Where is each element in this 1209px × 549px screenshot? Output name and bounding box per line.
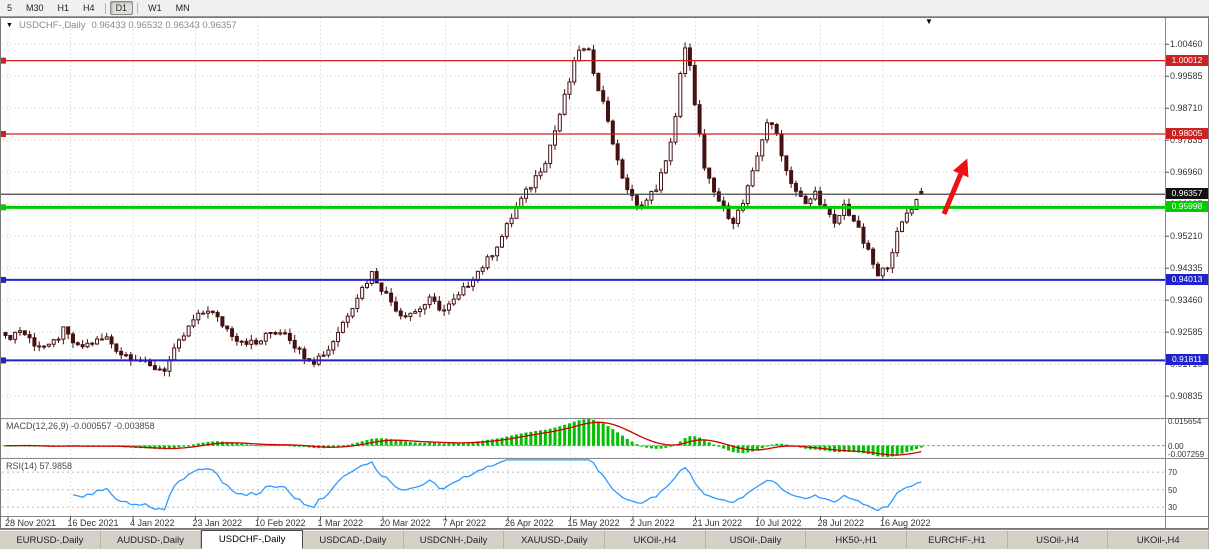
chart-tab-audusd-daily[interactable]: AUDUSD-,Daily [100,530,202,549]
time-axis-label: 10 Feb 2022 [255,518,306,528]
time-axis-label: 10 Jul 2022 [755,518,802,528]
price-line-badge: 0.91811 [1166,354,1208,366]
macd-axis-label: 0.00 [1168,441,1184,451]
price-axis-label: 0.93460 [1170,295,1203,306]
macd-axis-label: -0.007259 [1168,450,1205,459]
time-axis-label: 20 Mar 2022 [380,518,431,528]
rsi-indicator-label: RSI(14) 57.9858 [6,461,73,471]
macd-axis-label: 0.015654 [1168,417,1202,426]
price-axis-label: 0.98710 [1170,103,1203,114]
macd-indicator-label: MACD(12,26,9) -0.000557 -0.003858 [6,421,155,431]
time-axis-label: 26 Apr 2022 [505,518,554,528]
price-axis-label: 0.96960 [1170,167,1203,178]
chart-tab-ukoil-h4[interactable]: UKOil-,H4 [605,530,706,549]
price-axis-label: 1.00460 [1170,39,1203,50]
time-axis-label: 1 Mar 2022 [317,518,364,528]
time-axis-label: 28 Nov 2021 [5,518,57,528]
chart-canvas[interactable] [0,17,1209,529]
chart-tab-eurchf-h1[interactable]: EURCHF-,H1 [907,530,1008,549]
rsi-axis-label: 70 [1168,468,1177,478]
timeframe-toolbar: 5 M30 H1 H4 D1 W1 MN [0,0,1209,17]
price-axis-label: 0.95210 [1170,231,1203,242]
chart-tab-ukoil-h4[interactable]: UKOil-,H4 [1108,530,1209,549]
price-axis-label: 0.97835 [1170,135,1203,146]
time-axis-label: 16 Aug 2022 [880,518,931,528]
timeframe-button-m30[interactable]: M30 [26,3,44,13]
chart-symbol-period: USDCHF-,Daily [18,20,86,31]
chart-tabs-bar: EURUSD-,Daily AUDUSD-,Daily USDCHF-,Daily U… [0,529,1209,549]
chart-title: ▼ USDCHF-,Daily 0.96433 0.96532 0.96343 … [6,20,237,31]
timeframe-button-h4[interactable]: H4 [83,3,95,13]
time-axis-label: 16 Dec 2021 [67,518,119,528]
chart-tab-hk50-h1[interactable]: HK50-,H1 [806,530,908,549]
time-axis-label: 2 Jun 2022 [630,518,675,528]
scroll-end-icon: ▼ [925,17,933,26]
chart-tab-usdcnh-daily[interactable]: USDCNH-,Daily [403,530,505,549]
price-axis-label: 0.90835 [1170,391,1203,402]
price-axis-label: 0.94335 [1170,263,1203,274]
chart-window: ▼ USDCHF-,Daily 0.96433 0.96532 0.96343 … [0,17,1209,529]
toolbar-separator [137,2,139,14]
timeframe-button-w1[interactable]: W1 [148,3,162,13]
chart-tab-usoil-h4[interactable]: USOil-,H4 [1007,530,1109,549]
time-axis-label: 4 Jan 2022 [130,518,175,528]
trend-arrow-annotation[interactable] [941,158,969,215]
toolbar-separator [104,2,106,14]
time-axis-label: 7 Apr 2022 [442,518,487,528]
rsi-axis-label: 30 [1168,503,1177,513]
price-line-badge: 0.94013 [1166,273,1208,285]
time-axis-label: 28 Jul 2022 [817,518,865,528]
price-line-badge: 0.98005 [1166,127,1208,139]
time-axis-label: 23 Jan 2022 [192,518,243,528]
chart-tab-eurusd-daily[interactable]: EURUSD-,Daily [0,530,101,549]
timeframe-button-mn[interactable]: MN [175,3,190,13]
timeframe-button-h1[interactable]: H1 [57,3,70,13]
chart-tab-usoil-daily[interactable]: USOil-,Daily [705,530,807,549]
current-price-badge: 0.96357 [1166,188,1208,200]
chart-tab-usdchf-daily[interactable]: USDCHF-,Daily [201,530,304,549]
price-axis-label: 0.99585 [1170,71,1203,82]
price-line-badge: 0.95998 [1166,201,1208,213]
timeframe-button-5[interactable]: 5 [7,3,13,13]
price-axis-label: 0.92585 [1170,327,1203,338]
time-axis-label: 21 Jun 2022 [692,518,743,528]
timeframe-button-d1[interactable]: D1 [109,1,134,15]
time-axis-label: 15 May 2022 [567,518,620,528]
chart-tab-usdcad-daily[interactable]: USDCAD-,Daily [303,530,404,549]
chart-ohlc-values: 0.96433 0.96532 0.96343 0.96357 [91,20,237,31]
price-line-badge: 1.00012 [1166,54,1208,66]
symbol-dropdown-icon[interactable]: ▼ [6,22,13,29]
rsi-axis-label: 50 [1168,485,1177,495]
chart-tab-xauusd-daily[interactable]: XAUUSD-,Daily [504,530,606,549]
